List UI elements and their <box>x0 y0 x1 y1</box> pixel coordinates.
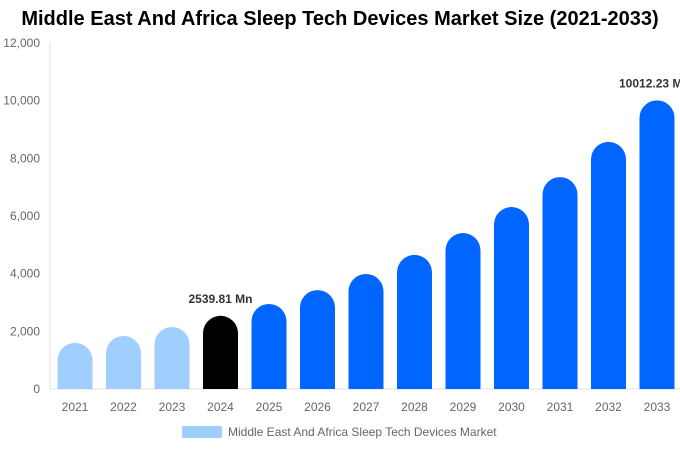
x-tick-label: 2024 <box>207 400 234 414</box>
y-tick-label: 4,000 <box>10 267 40 281</box>
bar-2024[interactable] <box>203 315 238 389</box>
bar-2032[interactable] <box>591 141 626 389</box>
bar-2027[interactable] <box>348 273 384 389</box>
x-tick-label: 2022 <box>110 400 137 414</box>
y-tick-label: 0 <box>33 382 40 396</box>
x-tick-label: 2028 <box>401 400 428 414</box>
bar-2021[interactable] <box>57 342 93 389</box>
x-tick-label: 2030 <box>498 400 525 414</box>
data-label: 10012.23 Mn <box>619 76 680 90</box>
bar-2026[interactable] <box>300 290 335 389</box>
x-tick-label: 2026 <box>304 400 331 414</box>
legend[interactable]: Middle East And Africa Sleep Tech Device… <box>182 425 497 439</box>
y-tick-label: 6,000 <box>10 209 40 223</box>
legend-swatch <box>182 426 222 438</box>
y-tick-label: 8,000 <box>10 151 40 165</box>
bar-2022[interactable] <box>106 335 141 389</box>
y-tick-label: 12,000 <box>3 36 40 50</box>
bar-2023[interactable] <box>154 327 190 389</box>
bar-2030[interactable] <box>494 207 529 389</box>
bar-2029[interactable] <box>445 233 481 389</box>
bar-2025[interactable] <box>251 303 287 389</box>
x-tick-label: 2029 <box>450 400 477 414</box>
y-tick-label: 2,000 <box>10 324 40 338</box>
chart-title: Middle East And Africa Sleep Tech Device… <box>21 8 659 30</box>
x-tick-label: 2031 <box>547 400 574 414</box>
y-tick-label: 10,000 <box>3 94 40 108</box>
bar-2031[interactable] <box>542 177 578 389</box>
x-tick-label: 2027 <box>353 400 380 414</box>
x-tick-label: 2023 <box>159 400 186 414</box>
bar-2033[interactable] <box>639 100 675 390</box>
x-tick-label: 2033 <box>644 400 671 414</box>
data-label: 2539.81 Mn <box>188 292 252 306</box>
x-tick-label: 2025 <box>256 400 283 414</box>
x-tick-label: 2032 <box>595 400 622 414</box>
bar-2028[interactable] <box>397 254 432 389</box>
x-tick-label: 2021 <box>62 400 89 414</box>
legend-label: Middle East And Africa Sleep Tech Device… <box>228 425 497 439</box>
